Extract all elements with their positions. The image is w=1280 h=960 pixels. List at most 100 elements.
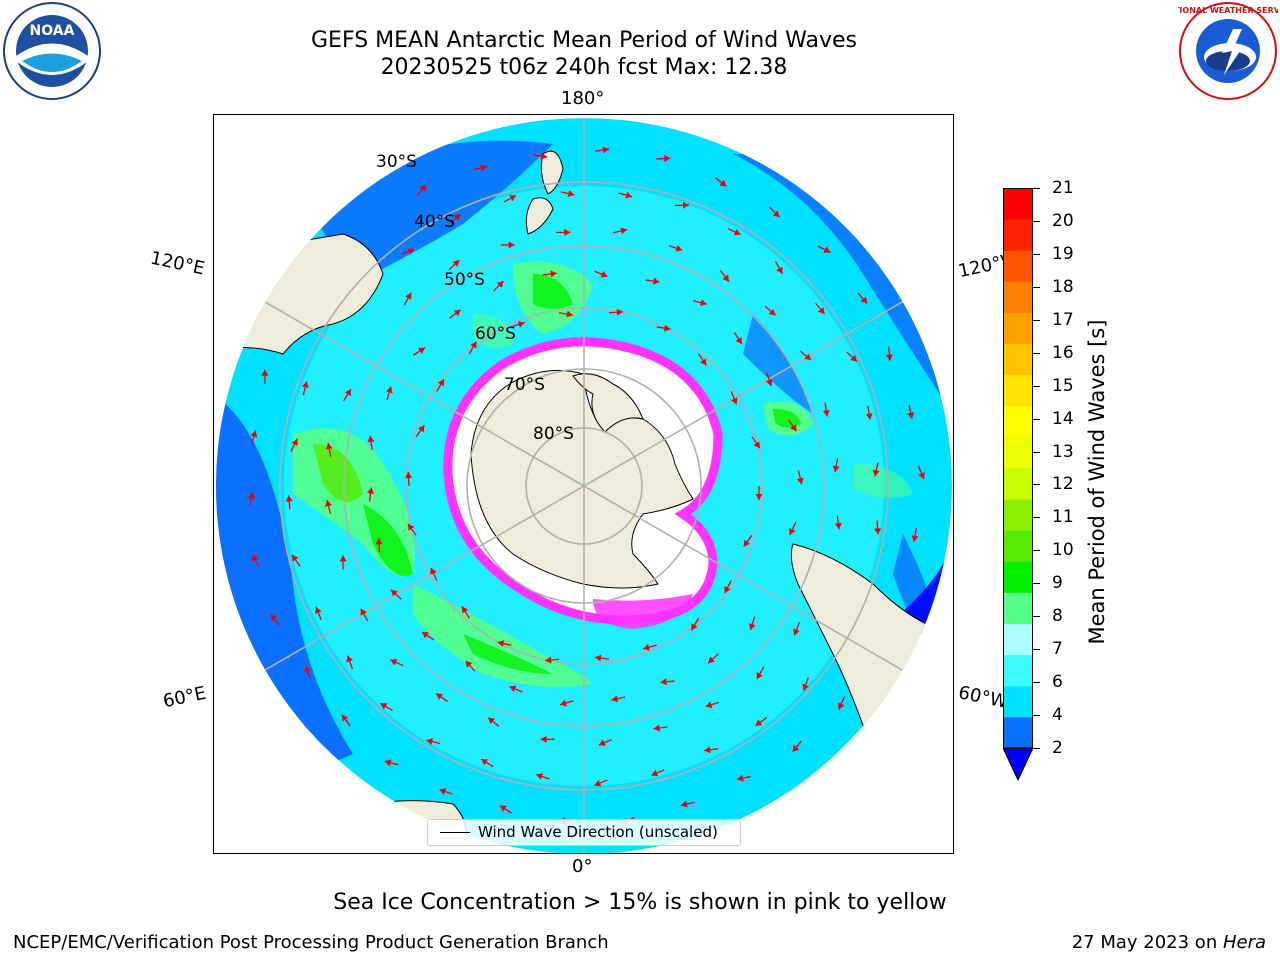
vector-arrow-head <box>834 522 842 530</box>
vector-arrow-head <box>663 324 671 332</box>
vector-arrow-head <box>545 656 552 664</box>
credit-left: NCEP/EMC/Verification Post Processing Pr… <box>13 932 609 953</box>
vector-arrow-head <box>860 296 868 304</box>
vector-arrow-head <box>675 244 683 252</box>
vector-arrow-head <box>682 201 690 209</box>
colorbar-tick-label: 7 <box>1052 639 1063 660</box>
polar-map <box>216 118 952 853</box>
lat-label-80s: 80°S <box>533 424 574 444</box>
vector-arrow-head <box>426 738 434 745</box>
colorbar-tick-label: 15 <box>1052 375 1074 396</box>
colorbar-tick-mark <box>1033 517 1040 519</box>
vector-arrow-head <box>704 746 711 754</box>
vector-arrow-head <box>315 607 322 614</box>
lon-label-180: 180° <box>561 88 605 109</box>
colorbar-segment <box>1003 188 1033 220</box>
vector-arrow-head <box>261 369 269 376</box>
vector-arrow-head <box>700 299 707 307</box>
vector-arrow-head <box>497 640 505 647</box>
vector-arrow-head <box>708 656 715 664</box>
vector-arrow-head <box>768 308 776 316</box>
colorbar-segment <box>1003 281 1033 313</box>
vector-arrow-head <box>436 693 443 700</box>
vector-arrow-head <box>344 389 351 397</box>
vector-arrow-head <box>536 773 544 780</box>
colorbar-tick-label: 16 <box>1052 342 1074 363</box>
vector-arrow-head <box>616 308 623 316</box>
vector-arrow-head <box>439 788 447 795</box>
vector-arrow-head <box>653 277 660 285</box>
colorbar-tick-label: 18 <box>1052 276 1074 297</box>
sea-ice-note: Sea Ice Concentration > 15% is shown in … <box>333 890 947 915</box>
colorbar-tick-mark <box>1033 715 1040 717</box>
vector-arrow-head <box>705 701 713 709</box>
vector-arrow-head <box>250 430 258 438</box>
vector-arrow-head <box>691 623 698 631</box>
vector-arrow-head <box>405 472 413 479</box>
vector-arrow-head <box>488 717 495 725</box>
colorbar-tick-label: 21 <box>1052 178 1074 198</box>
colorbar-tick-label: 19 <box>1052 243 1074 264</box>
legend-line-swatch <box>440 832 470 833</box>
colorbar-segment <box>1003 685 1033 718</box>
vector-arrow-head <box>391 589 398 597</box>
vector-arrow-head <box>341 714 349 722</box>
vector-arrow-head <box>564 228 571 236</box>
vector-arrow-head <box>496 281 504 288</box>
vector-arrow-head <box>419 184 427 192</box>
colorbar-tick-mark <box>1033 550 1040 552</box>
colorbar-tick-mark <box>1033 748 1040 749</box>
colorbar-tick-mark <box>1033 616 1040 618</box>
colorbar-segment <box>1003 219 1033 251</box>
colorbar-segment <box>1003 561 1033 593</box>
lon-label-0: 0° <box>572 856 593 877</box>
vector-arrow-head <box>418 347 426 354</box>
lon-label-60e: 60°E <box>161 682 208 713</box>
colorbar-tick-label: 10 <box>1052 540 1074 561</box>
lat-label-30s: 30°S <box>376 152 417 172</box>
vector-arrow-head <box>567 190 575 198</box>
colorbar-tick-mark <box>1033 319 1040 321</box>
vector-arrow-head <box>247 492 255 499</box>
colorbar-segment <box>1003 468 1033 500</box>
vector-arrow-head <box>850 354 857 362</box>
colorbar-segment <box>1003 250 1033 282</box>
vector-arrow-head <box>789 527 796 535</box>
vector-arrow-head <box>595 654 602 662</box>
noaa-logo-text: NOAA <box>30 23 75 39</box>
vector-arrow-head <box>375 538 383 545</box>
nws-logo: NATIONAL WEATHER SERVICE <box>1178 2 1278 100</box>
vector-arrow-head <box>304 665 311 673</box>
noaa-logo: NOAA <box>3 2 101 100</box>
vector-arrow-head <box>453 214 461 221</box>
vector-arrow-head <box>405 292 412 300</box>
vector-arrow-head <box>804 353 812 360</box>
vector-arrow-head <box>653 724 660 732</box>
colorbar-tick-label: 6 <box>1052 672 1063 693</box>
vector-arrow-head <box>756 672 763 680</box>
vector-arrow-head <box>437 379 444 387</box>
vector-arrow-head <box>796 477 804 485</box>
vector-arrow-head <box>790 424 797 432</box>
credit-date: 27 May 2023 on <box>1071 932 1223 953</box>
vector-arrow-head <box>625 191 633 199</box>
vector-arrow-head <box>594 779 602 787</box>
vector-arrow-head <box>509 685 517 693</box>
vector-arrow-head <box>660 678 667 686</box>
colorbar-tick-mark <box>1033 451 1040 453</box>
vector-arrow-head <box>838 702 845 710</box>
vector-arrow-head <box>517 321 525 328</box>
vector-arrow-head <box>285 495 293 502</box>
vector-arrow-head <box>651 769 659 777</box>
vector-arrow-head <box>735 337 742 345</box>
colorbar-segment <box>1003 436 1033 469</box>
antarctica-land <box>470 369 694 589</box>
vector-arrow-head <box>748 623 756 630</box>
vector-arrow-head <box>874 528 882 535</box>
colorbar-segment <box>1003 405 1033 438</box>
vector-arrow-head <box>643 643 650 651</box>
vector-arrow-head <box>509 195 517 202</box>
chart-title: GEFS MEAN Antarctic Mean Period of Wind … <box>311 28 857 53</box>
colorbar-tick-mark <box>1033 188 1040 189</box>
vector-arrow-head <box>918 472 925 480</box>
